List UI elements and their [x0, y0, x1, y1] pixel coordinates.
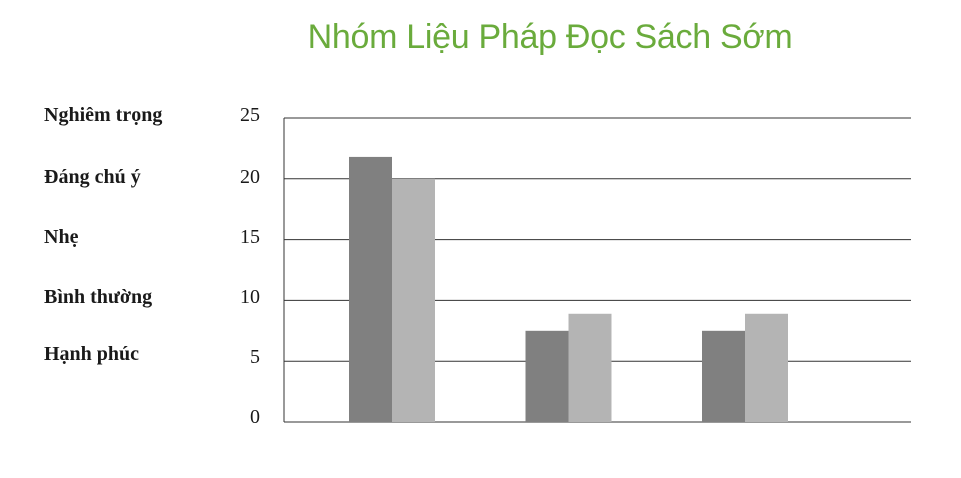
- severity-label-severe: Nghiêm trọng: [44, 104, 163, 126]
- bar-group1-series1: [349, 156, 392, 423]
- y-tick-label: 0: [250, 406, 260, 428]
- y-tick-label: 10: [240, 286, 260, 308]
- chart-title: Nhóm Liệu Pháp Đọc Sách Sớm: [307, 18, 793, 56]
- severity-label-notable: Đáng chú ý: [44, 166, 141, 188]
- severity-label-happy: Hạnh phúc: [44, 343, 140, 365]
- bar-group2-series2: [568, 313, 612, 422]
- y-tick-label: 20: [240, 166, 260, 188]
- y-tick-label: 25: [240, 104, 260, 126]
- bar-group1-series2: [392, 178, 435, 422]
- bar-group2-series1: [525, 330, 569, 422]
- severity-label-mild: Nhẹ: [44, 226, 79, 248]
- bar-group3-series1: [702, 330, 745, 422]
- y-tick-label: 15: [240, 226, 260, 248]
- y-tick-label: 5: [250, 346, 260, 368]
- severity-label-normal: Bình thường: [44, 286, 153, 308]
- bar-group3-series2: [745, 313, 788, 422]
- bar-group: [349, 156, 788, 423]
